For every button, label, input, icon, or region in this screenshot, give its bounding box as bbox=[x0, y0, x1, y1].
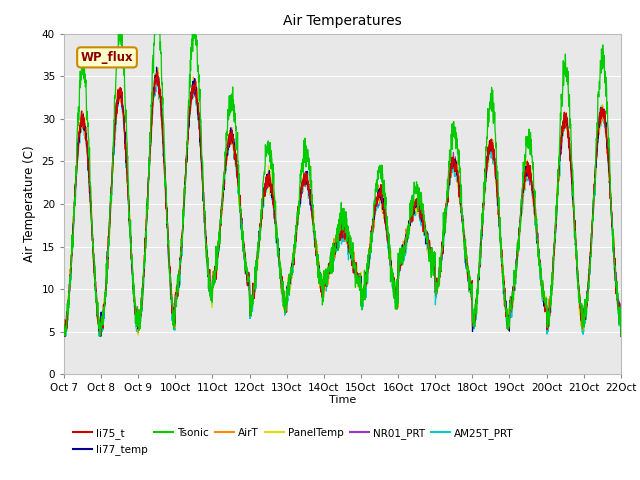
Y-axis label: Air Temperature (C): Air Temperature (C) bbox=[23, 146, 36, 262]
Text: WP_flux: WP_flux bbox=[81, 51, 133, 64]
X-axis label: Time: Time bbox=[329, 395, 356, 405]
Title: Air Temperatures: Air Temperatures bbox=[283, 14, 402, 28]
Legend: li75_t, li77_temp, Tsonic, AirT, PanelTemp, NR01_PRT, AM25T_PRT: li75_t, li77_temp, Tsonic, AirT, PanelTe… bbox=[69, 424, 518, 459]
